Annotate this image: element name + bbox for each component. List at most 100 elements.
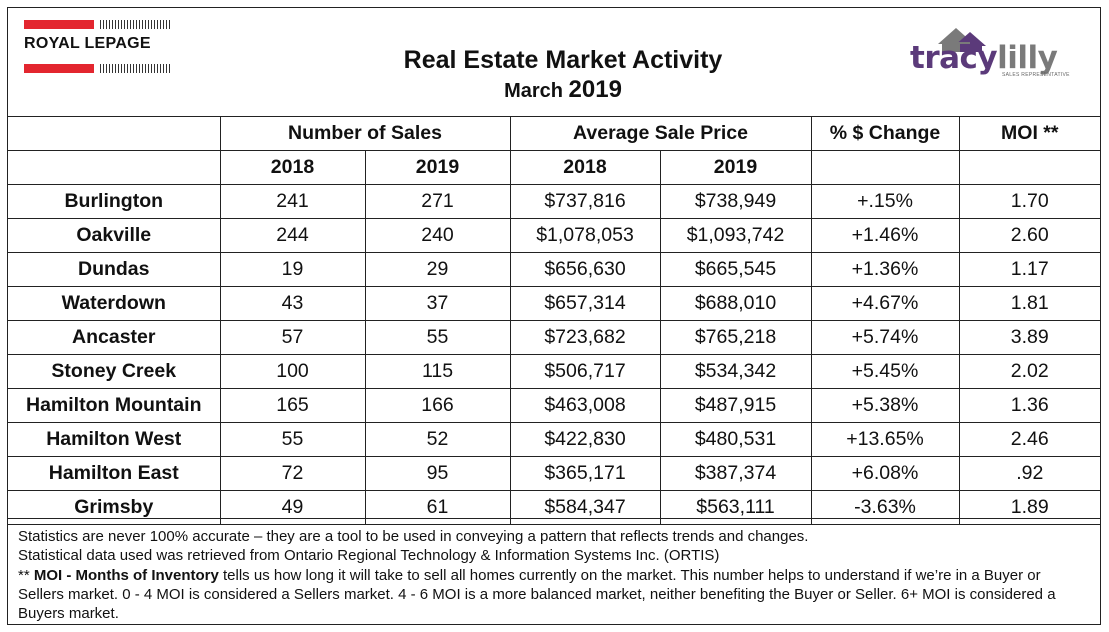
table-row: Grimsby 49 61 $584,347 $563,111 -3.63% 1… [8, 490, 1100, 525]
sales-2018: 49 [219, 490, 366, 525]
sales-2018: 100 [219, 354, 366, 389]
city-name: Burlington [8, 184, 221, 219]
moi-value: 2.60 [958, 218, 1100, 253]
table-row: Dundas 19 29 $656,630 $665,545 +1.36% 1.… [8, 252, 1100, 287]
moi-value: 1.89 [958, 490, 1100, 525]
city-name: Hamilton Mountain [8, 388, 221, 423]
city-name: Oakville [8, 218, 221, 253]
price-2019: $665,545 [659, 252, 812, 287]
price-change: +.15% [810, 184, 960, 219]
price-change: +6.08% [810, 456, 960, 491]
price-2018: $584,347 [509, 490, 661, 525]
price-change: +1.36% [810, 252, 960, 287]
price-change: +5.45% [810, 354, 960, 389]
sales-2019: 37 [364, 286, 511, 321]
table-row: Waterdown 43 37 $657,314 $688,010 +4.67%… [8, 286, 1100, 321]
price-2019: $765,218 [659, 320, 812, 355]
price-2019: $738,949 [659, 184, 812, 219]
price-change: +4.67% [810, 286, 960, 321]
city-name: Stoney Creek [8, 354, 221, 389]
price-header: Average Sale Price [509, 116, 812, 151]
report-header: ROYAL LEPAGE Real Estate Market Activity… [8, 8, 1100, 116]
price-2018: $506,717 [509, 354, 661, 389]
note-accuracy: Statistics are never 100% accurate – the… [18, 528, 809, 545]
report-subtitle: March 2019 [504, 76, 622, 103]
sales-2018: 57 [219, 320, 366, 355]
price-2018: $422,830 [509, 422, 661, 457]
note-moi: ** MOI - Months of Inventory tells us ho… [18, 566, 1056, 623]
price-change: -3.63% [810, 490, 960, 525]
report-notes: Statistics are never 100% accurate – the… [8, 518, 1100, 626]
price-2019: $1,093,742 [659, 218, 812, 253]
year-header: 2018 [219, 150, 366, 185]
sales-2019: 52 [364, 422, 511, 457]
year-header: 2018 [509, 150, 661, 185]
moi-value: 2.02 [958, 354, 1100, 389]
moi-value: .92 [958, 456, 1100, 491]
table-row: Ancaster 57 55 $723,682 $765,218 +5.74% … [8, 320, 1100, 355]
price-2018: $737,816 [509, 184, 661, 219]
sales-header: Number of Sales [219, 116, 511, 151]
royal-lepage-logo: ROYAL LEPAGE [24, 20, 172, 74]
market-report: ROYAL LEPAGE Real Estate Market Activity… [7, 7, 1101, 625]
price-2019: $563,111 [659, 490, 812, 525]
table-row: Oakville 244 240 $1,078,053 $1,093,742 +… [8, 218, 1100, 253]
city-name: Hamilton East [8, 456, 221, 491]
price-change: +1.46% [810, 218, 960, 253]
report-title-block: Real Estate Market Activity March 2019 [308, 46, 818, 104]
group-header-row: Number of Sales Average Sale Price % $ C… [8, 116, 1100, 151]
price-2018: $463,008 [509, 388, 661, 423]
house-icon [938, 28, 986, 52]
sales-2018: 72 [219, 456, 366, 491]
sales-2019: 115 [364, 354, 511, 389]
moi-header: MOI ** [958, 116, 1100, 151]
moi-value: 3.89 [958, 320, 1100, 355]
market-table: Number of Sales Average Sale Price % $ C… [8, 116, 1100, 525]
report-title: Real Estate Market Activity [403, 46, 723, 74]
city-name: Waterdown [8, 286, 221, 321]
sales-2019: 61 [364, 490, 511, 525]
city-name: Ancaster [8, 320, 221, 355]
price-2019: $387,374 [659, 456, 812, 491]
sales-2019: 166 [364, 388, 511, 423]
table-row: Hamilton East 72 95 $365,171 $387,374 +6… [8, 456, 1100, 491]
table-row: Stoney Creek 100 115 $506,717 $534,342 +… [8, 354, 1100, 389]
change-header: % $ Change [810, 116, 960, 151]
price-change: +13.65% [810, 422, 960, 457]
sales-2018: 43 [219, 286, 366, 321]
city-name: Grimsby [8, 490, 221, 525]
city-name: Dundas [8, 252, 221, 287]
price-2018: $365,171 [509, 456, 661, 491]
price-change: +5.74% [810, 320, 960, 355]
sales-2019: 29 [364, 252, 511, 287]
table-row: Hamilton Mountain 165 166 $463,008 $487,… [8, 388, 1100, 423]
year-header: 2019 [659, 150, 812, 185]
sales-2018: 19 [219, 252, 366, 287]
sales-2019: 95 [364, 456, 511, 491]
tracy-lilly-logo: tracylilly SALES REPRESENTATIVE [910, 22, 1090, 82]
sales-2018: 165 [219, 388, 366, 423]
note-source: Statistical data used was retrieved from… [18, 547, 720, 565]
sales-2018: 55 [219, 422, 366, 457]
sales-2018: 241 [219, 184, 366, 219]
moi-value: 1.17 [958, 252, 1100, 287]
year-header-row: 2018 2019 2018 2019 [8, 150, 1100, 185]
price-2019: $534,342 [659, 354, 812, 389]
moi-value: 2.46 [958, 422, 1100, 457]
price-2018: $656,630 [509, 252, 661, 287]
sales-2019: 271 [364, 184, 511, 219]
price-2018: $723,682 [509, 320, 661, 355]
price-change: +5.38% [810, 388, 960, 423]
sales-2018: 244 [219, 218, 366, 253]
sales-2019: 55 [364, 320, 511, 355]
price-2019: $480,531 [659, 422, 812, 457]
table-row: Hamilton West 55 52 $422,830 $480,531 +1… [8, 422, 1100, 457]
price-2019: $487,915 [659, 388, 812, 423]
price-2019: $688,010 [659, 286, 812, 321]
city-name: Hamilton West [8, 422, 221, 457]
sales-2019: 240 [364, 218, 511, 253]
table-row: Burlington 241 271 $737,816 $738,949 +.1… [8, 184, 1100, 219]
price-2018: $657,314 [509, 286, 661, 321]
moi-value: 1.70 [958, 184, 1100, 219]
year-header: 2019 [364, 150, 511, 185]
